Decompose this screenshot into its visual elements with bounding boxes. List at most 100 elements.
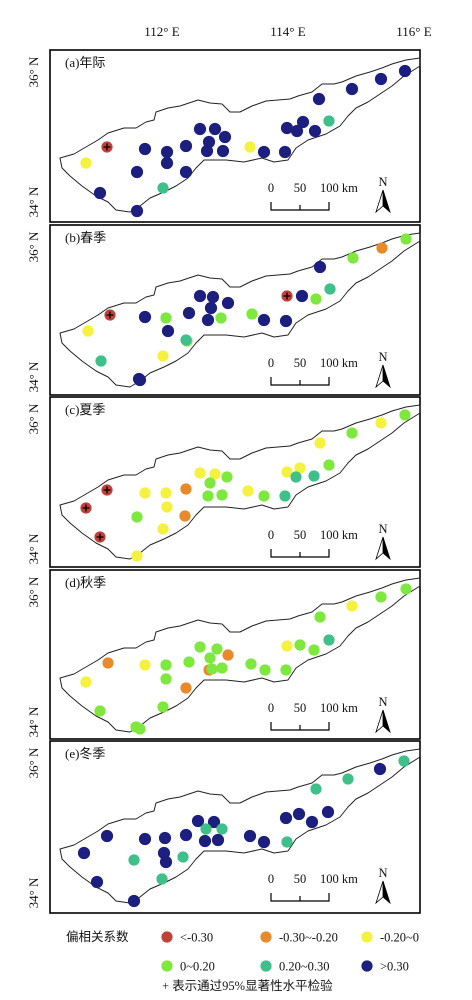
station-marker — [198, 834, 212, 848]
station-marker — [161, 324, 175, 338]
station-marker — [180, 483, 192, 495]
station-marker — [314, 437, 326, 449]
legend-item: 0.20~0.30 — [260, 960, 330, 974]
lat-tick-34: 34° N — [26, 877, 41, 908]
station-marker — [342, 773, 354, 785]
lat-tick-34: 34° N — [26, 186, 41, 217]
station-marker — [201, 313, 215, 327]
station-marker — [216, 489, 228, 501]
lat-tick-36: 36° N — [26, 747, 41, 778]
panel-frame — [49, 49, 421, 223]
station-marker — [292, 807, 306, 821]
station-marker — [294, 462, 306, 474]
legend-item: >0.30 — [361, 960, 409, 974]
station-marker — [180, 682, 192, 694]
legend-item: -0.20~0 — [361, 931, 419, 945]
station-marker — [191, 814, 205, 828]
scale-label: 50 — [294, 356, 307, 370]
station-marker — [244, 141, 256, 153]
lon-tick-116: 116° E — [396, 24, 431, 39]
station-marker — [134, 723, 146, 735]
station-marker — [305, 815, 319, 829]
station-marker — [373, 762, 387, 776]
north-arrow-icon: N — [375, 350, 391, 389]
station-marker — [280, 664, 292, 676]
station-marker — [139, 487, 151, 499]
station-marker — [218, 130, 232, 144]
station-marker — [314, 611, 326, 623]
station-marker — [90, 875, 104, 889]
station-marker — [127, 894, 141, 908]
station-marker — [156, 873, 168, 885]
station-marker — [294, 639, 306, 651]
station-marker — [308, 124, 322, 138]
station-marker — [375, 591, 387, 603]
legend-label: -0.30~-0.20 — [279, 931, 338, 945]
legend: 偏相关系数 <-0.30 -0.30~-0.20 -0.20~0 0~0.20 0.20… — [66, 929, 419, 993]
station-marker — [80, 157, 92, 169]
station-marker — [324, 283, 336, 295]
map-panel: (a)年际 36° N 34° N 0 50 100 km N — [26, 49, 421, 223]
lat-tick-34: 34° N — [26, 706, 41, 737]
legend-item: 0~0.20 — [161, 960, 215, 974]
station-marker — [257, 313, 271, 327]
station-marker — [160, 312, 172, 324]
legend-swatch — [161, 960, 173, 972]
significance-plus-icon — [96, 533, 104, 541]
significance-plus-icon — [103, 486, 111, 494]
significance-plus-icon — [283, 292, 291, 300]
station-marker — [321, 805, 335, 819]
station-marker — [216, 662, 228, 674]
station-marker — [216, 144, 230, 158]
scale-bar: 0 50 100 km — [268, 181, 358, 211]
station-marker — [246, 308, 258, 320]
station-marker — [133, 373, 147, 387]
station-marker — [138, 142, 152, 156]
scale-label: 100 km — [320, 181, 358, 195]
station-marker — [139, 659, 151, 671]
station-marker — [128, 854, 140, 866]
station-marker — [281, 466, 293, 478]
station-marker — [257, 145, 271, 159]
map-panel: (d)秋季 36° N 34° N 0 50 100 km N — [26, 569, 421, 740]
station-marker — [179, 139, 193, 153]
scale-label: 0 — [268, 872, 274, 886]
station-marker — [157, 523, 169, 535]
panel-frame — [49, 740, 421, 914]
station-marker — [160, 673, 172, 685]
legend-swatch — [260, 931, 272, 943]
north-label: N — [378, 866, 387, 880]
station-marker — [194, 641, 206, 653]
station-marker — [180, 334, 192, 346]
map-panel: (e)冬季 36° N 34° N 0 50 100 km N — [26, 740, 421, 914]
scale-label: 100 km — [320, 872, 358, 886]
legend-swatch — [161, 931, 173, 943]
station-marker — [308, 470, 320, 482]
scale-label: 0 — [268, 181, 274, 195]
station-marker — [215, 312, 227, 324]
station-marker — [347, 252, 359, 264]
scale-label: 50 — [294, 701, 307, 715]
station-marker — [279, 314, 293, 328]
station-marker — [376, 242, 388, 254]
legend-item: <-0.30 — [161, 931, 213, 945]
station-marker — [204, 301, 218, 315]
station-marker — [194, 467, 206, 479]
north-label: N — [378, 350, 387, 364]
station-marker — [179, 165, 193, 179]
legend-label: 0.20~0.30 — [279, 960, 330, 974]
legend-significance-note: + 表示通过95%显著性水平检验 — [162, 978, 333, 993]
station-marker — [95, 355, 107, 367]
significance-plus-icon — [82, 504, 90, 512]
station-marker — [206, 290, 220, 304]
station-marker — [207, 815, 221, 829]
legend-title: 偏相关系数 — [66, 929, 129, 944]
station-marker — [100, 829, 114, 843]
station-marker — [400, 233, 412, 245]
station-marker — [193, 122, 207, 136]
station-marker — [161, 501, 173, 513]
station-marker — [202, 490, 214, 502]
north-label: N — [378, 175, 387, 189]
lat-tick-36: 36° N — [26, 576, 41, 607]
region-outline — [59, 404, 421, 560]
